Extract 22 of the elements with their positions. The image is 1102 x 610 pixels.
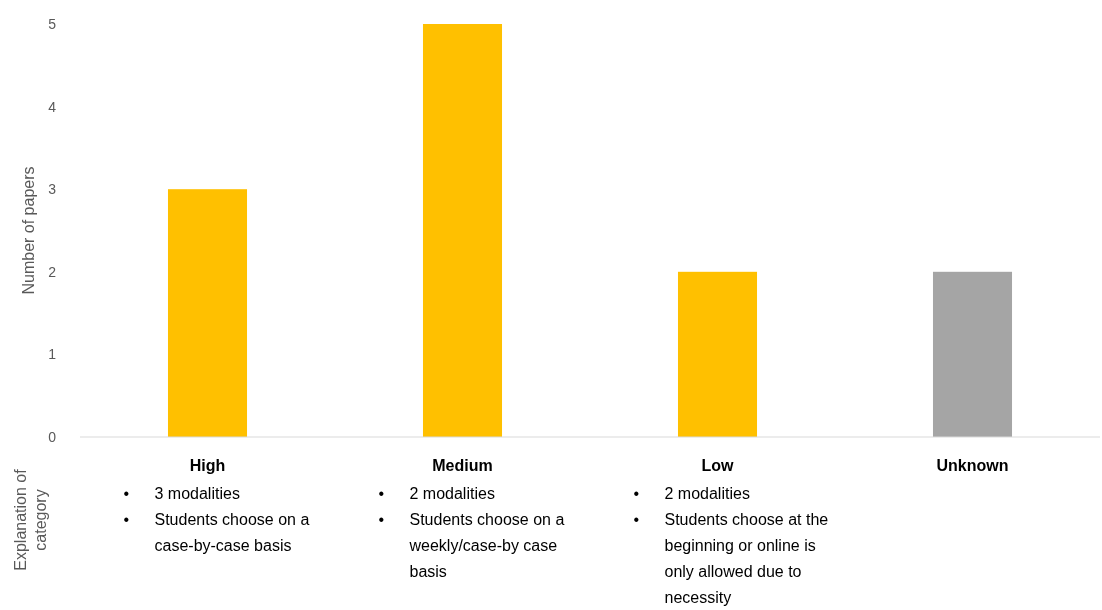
bar: [167, 189, 248, 437]
y-tick-label: 0: [48, 428, 57, 445]
y-tick-label: 4: [48, 98, 57, 115]
text: • 2 modalities: [633, 485, 750, 502]
y-tick-label: 5: [48, 15, 57, 32]
bar: [932, 271, 1013, 437]
bar: [422, 24, 503, 437]
text: • Students choose at the beginning or online is only allowed due to necessity: [633, 511, 829, 606]
text: Explanation of category: [12, 468, 49, 571]
y-tick-label: 3: [48, 181, 57, 198]
bar: [677, 271, 758, 437]
text: • Students choose on a case-by-case basis: [123, 511, 310, 554]
y-tick-label: 2: [48, 263, 57, 280]
x-tick-label: Unknown: [936, 457, 1009, 474]
x-tick-label: High: [189, 457, 226, 474]
x-tick-label: Medium: [432, 457, 493, 474]
y-tick-label: 1: [48, 346, 57, 363]
text: • Students choose on a weekly/case-by case basis: [378, 511, 565, 580]
text: • 2 modalities: [378, 485, 495, 502]
x-tick-label: Low: [701, 457, 735, 474]
text: • 3 modalities: [123, 485, 240, 502]
y-axis-title: Number of papers: [20, 166, 37, 295]
